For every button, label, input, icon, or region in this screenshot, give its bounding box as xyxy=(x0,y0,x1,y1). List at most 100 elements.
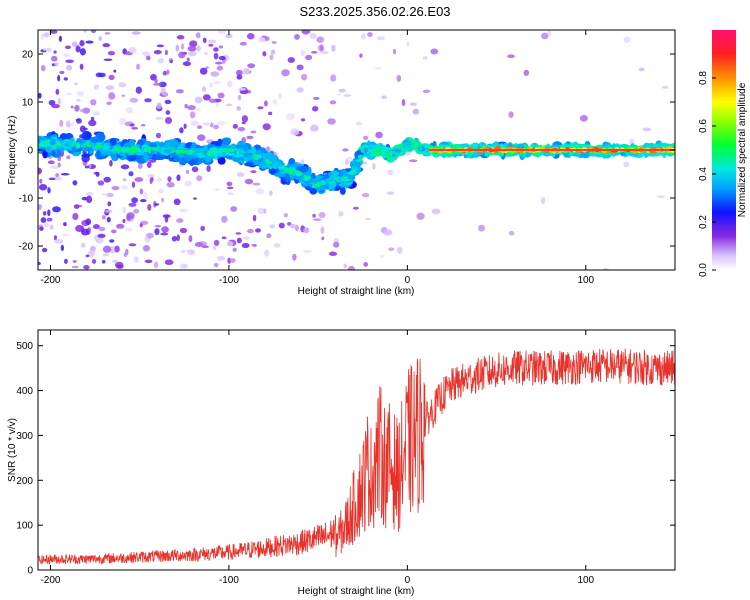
spectrum-speckle xyxy=(409,102,417,107)
spectrum-speckle xyxy=(236,74,243,80)
spectrum-speckle xyxy=(122,206,127,214)
spectrum-speckle xyxy=(116,264,124,269)
spectrum-speckle xyxy=(166,181,175,188)
x-tick-label: 0 xyxy=(405,575,411,586)
spectrum-speckle xyxy=(50,55,58,62)
spectrum-speckle xyxy=(101,215,106,220)
spectrum-speckle xyxy=(283,212,289,218)
spectrum-speckle xyxy=(140,199,147,203)
spectrum-speckle xyxy=(60,244,65,252)
spectrum-speckle xyxy=(623,36,631,43)
spectrum-core-blob xyxy=(151,148,160,151)
spectrum-speckle xyxy=(160,232,169,236)
spectrum-signal-blob xyxy=(45,147,51,153)
spectrum-speckle xyxy=(38,183,48,191)
spectrogram-heatmap xyxy=(38,30,675,270)
spectrum-speckle xyxy=(65,120,71,128)
spectrum-speckle xyxy=(83,30,88,33)
spectrum-speckle xyxy=(80,242,86,248)
spectrum-speckle xyxy=(183,123,187,129)
spectrum-speckle xyxy=(147,203,152,211)
spectrum-speckle xyxy=(264,100,268,107)
spectrum-speckle xyxy=(179,263,188,270)
spectrum-speckle xyxy=(189,40,198,48)
spectrum-speckle xyxy=(71,41,78,48)
y-tick-label: 300 xyxy=(16,431,33,442)
spectrum-speckle xyxy=(131,181,136,188)
spectrum-speckle xyxy=(318,212,326,219)
spectrum-speckle xyxy=(85,254,90,258)
spectrum-speckle xyxy=(79,40,85,47)
spectrum-speckle xyxy=(623,161,630,168)
spectrum-speckle xyxy=(215,104,219,107)
spectrum-speckle xyxy=(241,115,249,123)
spectrum-speckle xyxy=(329,100,337,105)
spectrum-speckle xyxy=(320,226,325,234)
spectrum-speckle xyxy=(63,53,70,58)
spectrum-speckle xyxy=(63,258,68,264)
spectrum-speckle xyxy=(416,212,425,220)
spectrum-speckle xyxy=(311,51,318,54)
spectrum-speckle xyxy=(184,180,192,187)
spectrum-speckle xyxy=(312,213,316,218)
spectrum-signal-blob xyxy=(259,160,268,170)
spectrum-signal-blob xyxy=(51,131,56,136)
snr-series-line xyxy=(38,348,675,565)
spectrum-speckle xyxy=(144,259,153,264)
spectrum-speckle xyxy=(114,245,120,253)
spectrum-core-blob xyxy=(114,147,120,151)
spectrum-speckle xyxy=(76,118,82,124)
spectrum-speckle xyxy=(478,224,485,232)
spectrum-speckle xyxy=(207,39,217,44)
spectrum-speckle xyxy=(184,103,188,109)
spectrum-speckle xyxy=(176,234,180,242)
spectrum-speckle xyxy=(271,40,277,44)
spectrum-speckle xyxy=(359,53,363,58)
spectrum-speckle xyxy=(239,41,247,46)
spectrum-core-blob xyxy=(188,150,192,156)
spectrum-speckle xyxy=(422,56,428,60)
spectrum-speckle xyxy=(128,202,137,207)
spectrum-speckle xyxy=(360,33,367,40)
spectrum-speckle xyxy=(236,237,242,244)
spectrum-speckle xyxy=(246,135,254,140)
spectrum-speckle xyxy=(90,99,97,106)
spectrum-speckle xyxy=(266,233,272,239)
colorbar: 0.0 0.2 0.4 0.6 0.8 Normalized spectral ampl… xyxy=(698,30,748,277)
y-tick-label: 0 xyxy=(27,146,33,157)
spectrum-speckle xyxy=(213,81,221,85)
spectrum-speckle xyxy=(55,173,60,178)
spectrum-speckle xyxy=(579,115,588,122)
spectrum-speckle xyxy=(64,45,71,50)
spectrum-speckle xyxy=(102,259,106,264)
spectrum-speckle xyxy=(139,188,144,195)
spectrum-speckle xyxy=(70,105,74,109)
spectrum-speckle xyxy=(303,250,312,253)
spectrum-speckle xyxy=(164,215,169,223)
spectrum-speckle xyxy=(92,111,101,116)
spectrum-speckle xyxy=(218,55,226,61)
spectrum-speckle xyxy=(131,197,138,204)
spectrum-speckle xyxy=(40,64,46,72)
spectrum-core-blob xyxy=(179,150,187,154)
spectrum-speckle xyxy=(162,70,168,76)
spectrum-speckle xyxy=(333,241,340,248)
spectrum-speckle xyxy=(65,64,73,71)
spectrum-speckle xyxy=(406,42,410,47)
spectrum-speckle xyxy=(343,263,348,269)
spectrum-speckle xyxy=(431,208,441,215)
spectrum-speckle xyxy=(105,85,115,90)
spectrum-signal-blob xyxy=(81,153,91,158)
spectrum-speckle xyxy=(189,111,196,119)
spectrum-speckle xyxy=(85,192,94,196)
spectrum-speckle xyxy=(296,87,304,93)
spectrum-speckle xyxy=(214,61,223,65)
spectrum-speckle xyxy=(255,188,265,195)
spectrum-speckle xyxy=(43,32,50,38)
spectrum-speckle xyxy=(387,169,394,176)
spectrum-speckle xyxy=(300,49,306,56)
spectrum-speckle xyxy=(123,252,128,258)
spectrum-speckle xyxy=(155,132,162,139)
spectrum-speckle xyxy=(49,224,54,230)
spectrum-core-blob xyxy=(417,144,425,148)
